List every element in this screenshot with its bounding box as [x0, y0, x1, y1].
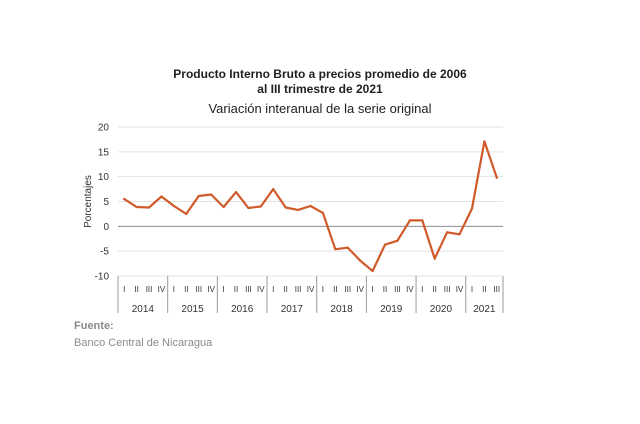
- data-point: [296, 208, 300, 212]
- quarter-tick-label: I: [371, 285, 373, 294]
- y-tick-label: 15: [98, 147, 110, 158]
- y-tick-label: 10: [98, 172, 110, 183]
- year-tick-label: 2018: [330, 304, 353, 315]
- data-point: [234, 190, 238, 194]
- data-point: [458, 233, 461, 236]
- quarter-tick-label: III: [444, 285, 451, 294]
- year-tick-label: 2019: [380, 304, 403, 315]
- quarter-tick-label: II: [184, 285, 188, 294]
- chart-subtitle: Variación interanual de la serie origina…: [208, 101, 432, 116]
- data-point: [371, 269, 374, 273]
- quarter-tick-label: I: [123, 285, 125, 294]
- data-point: [470, 207, 474, 210]
- year-tick-label: 2016: [231, 304, 254, 315]
- data-point: [383, 243, 387, 246]
- chart-title: Producto Interno Bruto a precios promedi…: [0, 67, 640, 97]
- quarter-tick-label: II: [432, 285, 436, 294]
- data-point: [309, 204, 312, 208]
- quarter-tick-label: III: [146, 285, 153, 294]
- quarter-tick-label: I: [421, 285, 423, 294]
- data-point: [334, 248, 337, 251]
- quarter-tick-label: I: [173, 285, 175, 294]
- quarter-tick-label: III: [245, 285, 252, 294]
- quarter-tick-label: IV: [456, 285, 464, 294]
- quarter-tick-label: I: [222, 285, 224, 294]
- year-tick-label: 2017: [281, 304, 304, 315]
- y-tick-label: -10: [95, 272, 110, 283]
- quarter-tick-label: III: [493, 285, 500, 294]
- quarter-tick-label: IV: [406, 285, 414, 294]
- chart-title-line-1: Producto Interno Bruto a precios promedi…: [173, 67, 467, 81]
- y-axis-title: Porcentajes: [83, 175, 94, 228]
- data-point: [197, 194, 200, 198]
- data-point: [408, 219, 411, 222]
- data-point: [433, 257, 436, 260]
- quarter-tick-label: IV: [307, 285, 315, 294]
- year-tick-label: 2021: [473, 304, 496, 315]
- year-tick-label: 2014: [132, 304, 155, 315]
- quarter-tick-label: IV: [356, 285, 364, 294]
- data-point: [172, 204, 175, 208]
- quarter-tick-label: II: [383, 285, 387, 294]
- quarter-tick-label: I: [272, 285, 274, 294]
- data-point: [160, 195, 163, 198]
- chart-title-line-2: al III trimestre de 2021: [257, 82, 383, 96]
- source-text: Banco Central de Nicaragua: [74, 337, 213, 349]
- data-point: [123, 197, 126, 201]
- quarter-tick-label: III: [195, 285, 202, 294]
- data-point: [483, 140, 486, 143]
- data-point: [135, 205, 138, 209]
- quarter-tick-label: III: [344, 285, 351, 294]
- quarter-tick-label: II: [283, 285, 287, 294]
- y-tick-label: -5: [100, 247, 109, 258]
- quarter-tick-label: IV: [158, 285, 166, 294]
- data-point: [359, 259, 362, 262]
- data-point: [284, 206, 287, 209]
- quarter-tick-label: I: [322, 285, 324, 294]
- y-tick-label: 20: [98, 123, 110, 134]
- data-point: [321, 211, 325, 215]
- quarter-tick-label: III: [394, 285, 401, 294]
- year-tick-label: 2020: [430, 304, 453, 315]
- quarter-tick-label: II: [333, 285, 337, 294]
- quarter-tick-label: IV: [207, 285, 215, 294]
- y-tick-label: 5: [103, 197, 109, 208]
- data-point: [421, 219, 424, 222]
- year-tick-label: 2015: [181, 304, 204, 315]
- data-point: [222, 205, 225, 209]
- quarter-tick-label: II: [134, 285, 138, 294]
- y-tick-label: 0: [103, 222, 109, 233]
- quarter-tick-label: I: [471, 285, 473, 294]
- data-point: [210, 193, 213, 196]
- data-point: [396, 239, 399, 242]
- data-point: [346, 246, 349, 249]
- quarter-tick-label: IV: [257, 285, 265, 294]
- data-point: [495, 176, 498, 179]
- data-point: [247, 206, 250, 210]
- source-label: Fuente:: [74, 320, 114, 332]
- quarter-tick-label: II: [234, 285, 238, 294]
- data-point: [259, 205, 262, 208]
- data-point: [147, 206, 151, 209]
- quarter-tick-label: II: [482, 285, 486, 294]
- data-point: [446, 231, 449, 234]
- quarter-tick-label: III: [295, 285, 302, 294]
- data-point: [185, 212, 188, 216]
- data-point: [272, 187, 275, 191]
